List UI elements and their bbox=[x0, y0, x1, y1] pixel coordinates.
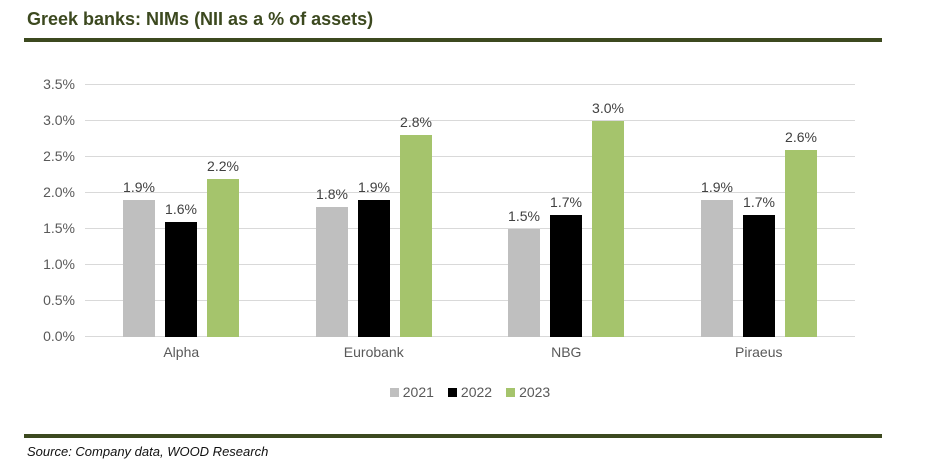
y-axis-tick-0.5%: 0.5% bbox=[43, 292, 75, 308]
y-axis-tick-1.5%: 1.5% bbox=[43, 220, 75, 236]
category-label-piraeus: Piraeus bbox=[735, 344, 783, 360]
bar-piraeus-2023 bbox=[785, 150, 817, 337]
gridline-2.0% bbox=[85, 192, 855, 193]
category-label-nbg: NBG bbox=[551, 344, 582, 360]
bar-nbg-2022 bbox=[550, 215, 582, 337]
value-label-nbg-2021: 1.5% bbox=[508, 208, 540, 224]
value-label-alpha-2022: 1.6% bbox=[165, 201, 197, 217]
legend-swatch-2022 bbox=[447, 387, 457, 397]
legend-swatch-2023 bbox=[506, 387, 516, 397]
bar-nbg-2021 bbox=[508, 229, 540, 337]
y-axis-tick-3.0%: 3.0% bbox=[43, 112, 75, 128]
legend-item-2023: 2023 bbox=[506, 384, 550, 400]
bar-piraeus-2022 bbox=[743, 215, 775, 337]
bar-nbg-2023 bbox=[592, 121, 624, 337]
plot-area: 0.0% 0.5% 1.0% 1.5% 2.0% 2.5% 3.0% 3.5% 1.9% 1.6%… bbox=[43, 76, 855, 360]
legend-label-2022: 2022 bbox=[460, 384, 493, 400]
gridline-1.0% bbox=[85, 264, 855, 265]
top-divider bbox=[24, 38, 882, 42]
bar-eurobank-2023 bbox=[400, 135, 432, 337]
gridline-3.5% bbox=[85, 84, 855, 85]
value-label-nbg-2023: 3.0% bbox=[592, 100, 624, 116]
legend-item-2022: 2022 bbox=[447, 384, 493, 400]
bar-alpha-2022 bbox=[165, 222, 197, 337]
y-axis-tick-1.0%: 1.0% bbox=[43, 256, 75, 272]
category-label-eurobank: Eurobank bbox=[343, 344, 404, 360]
bar-eurobank-2022 bbox=[358, 200, 390, 337]
value-label-eurobank-2022: 1.9% bbox=[358, 179, 390, 195]
y-axis-tick-2.0%: 2.0% bbox=[43, 184, 75, 200]
gridline-0.5% bbox=[85, 300, 855, 301]
y-axis-tick-3.5%: 3.5% bbox=[43, 76, 75, 92]
bar-piraeus-2021 bbox=[701, 200, 733, 337]
bar-eurobank-2021 bbox=[316, 207, 348, 337]
bar-alpha-2021 bbox=[123, 200, 155, 337]
value-label-eurobank-2021: 1.8% bbox=[316, 186, 348, 202]
bar-alpha-2023 bbox=[207, 179, 239, 337]
y-axis-tick-0.0%: 0.0% bbox=[43, 328, 75, 344]
legend-swatch-2021 bbox=[389, 387, 399, 397]
gridline-2.5% bbox=[85, 156, 855, 157]
gridline-3.0% bbox=[85, 120, 855, 121]
value-label-alpha-2023: 2.2% bbox=[207, 158, 239, 174]
legend-label-2021: 2021 bbox=[402, 384, 434, 400]
source-note: Source: Company data, WOOD Research bbox=[27, 444, 269, 459]
legend-item-2021: 2021 bbox=[389, 384, 434, 400]
value-label-nbg-2022: 1.7% bbox=[550, 194, 582, 210]
value-label-alpha-2021: 1.9% bbox=[123, 179, 155, 195]
y-axis-tick-2.5%: 2.5% bbox=[43, 148, 75, 164]
gridline-0.0% bbox=[85, 336, 855, 337]
bottom-divider bbox=[24, 434, 882, 438]
gridline-1.5% bbox=[85, 228, 855, 229]
chart-legend: 2021 2022 2023 bbox=[85, 384, 855, 400]
value-label-eurobank-2023: 2.8% bbox=[400, 114, 432, 130]
legend-label-2023: 2023 bbox=[519, 384, 551, 400]
category-label-alpha: Alpha bbox=[163, 344, 200, 360]
value-label-piraeus-2023: 2.6% bbox=[785, 129, 817, 145]
value-label-piraeus-2022: 1.7% bbox=[743, 194, 775, 210]
chart-title: Greek banks: NIMs (NII as a % of assets) bbox=[27, 9, 374, 29]
value-label-piraeus-2021: 1.9% bbox=[701, 179, 733, 195]
